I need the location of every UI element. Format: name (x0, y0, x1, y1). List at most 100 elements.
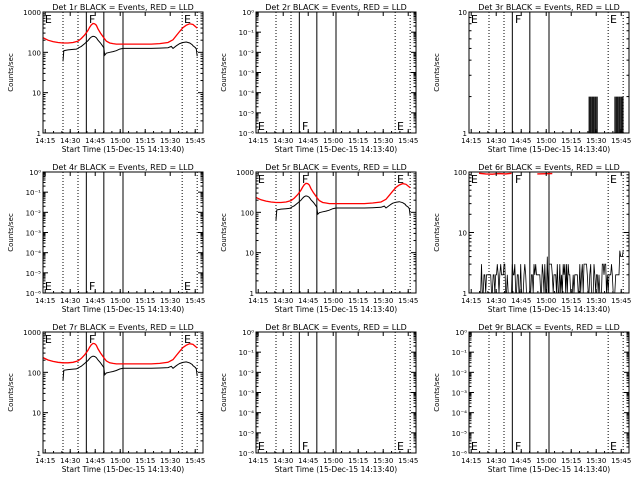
y-tick-label: 10⁻³ (239, 70, 255, 78)
interval-label: E (471, 13, 478, 26)
x-tick-label: 15:00 (323, 137, 343, 145)
x-axis-label: Start Time (15-Dec-15 14:13:40) (275, 305, 397, 314)
x-tick-label: 15:00 (323, 297, 343, 305)
x-tick-label: 14:30 (273, 297, 293, 305)
x-tick-label: 15:30 (160, 457, 180, 465)
y-tick-label: 10⁻⁵ (26, 270, 42, 278)
interval-label: E (471, 440, 478, 453)
y-axis-label: Counts/sec (7, 373, 15, 412)
x-tick-label: 15:45 (611, 297, 631, 305)
events-series (588, 96, 624, 133)
y-tick-label: 10⁻⁴ (239, 410, 255, 418)
x-tick-label: 15:15 (135, 457, 155, 465)
y-axis-label: Counts/sec (220, 53, 228, 92)
chart-title: Det 8r BLACK = Events, RED = LLD (265, 323, 407, 332)
y-tick-label: 1 (250, 290, 254, 298)
y-tick-label: 1 (463, 290, 467, 298)
interval-label: F (302, 173, 308, 186)
x-tick-label: 15:15 (561, 137, 581, 145)
x-tick-label: 14:15 (461, 137, 481, 145)
y-tick-label: 10⁻¹ (239, 29, 255, 37)
x-tick-label: 14:45 (298, 457, 318, 465)
y-axis-label: Counts/sec (220, 373, 228, 412)
interval-label: E (258, 120, 265, 133)
x-tick-label: 15:45 (185, 297, 205, 305)
x-tick-label: 15:45 (398, 297, 418, 305)
interval-label: E (258, 440, 265, 453)
chart-title: Det 9r BLACK = Events, RED = LLD (478, 323, 620, 332)
y-tick-label: 10⁻¹ (452, 349, 468, 357)
x-tick-label: 15:45 (611, 457, 631, 465)
x-tick-label: 15:00 (110, 457, 130, 465)
y-tick-label: 10 (32, 410, 41, 418)
y-axis-label: Counts/sec (433, 53, 441, 92)
x-tick-label: 14:45 (511, 457, 531, 465)
interval-label: E (184, 333, 191, 346)
interval-label: E (184, 13, 191, 26)
y-tick-label: 1000 (23, 9, 41, 17)
x-tick-label: 15:15 (561, 297, 581, 305)
y-tick-label: 1 (463, 130, 467, 138)
interval-label: F (89, 13, 95, 26)
y-tick-label: 10⁻⁶ (239, 450, 255, 458)
interval-label: F (515, 440, 521, 453)
interval-label: E (610, 440, 617, 453)
x-tick-label: 15:00 (536, 457, 556, 465)
y-tick-label: 10 (245, 250, 254, 258)
y-tick-label: 10 (458, 9, 467, 17)
interval-label: E (45, 333, 52, 346)
x-tick-label: 15:30 (586, 457, 606, 465)
y-tick-label: 10⁻⁵ (239, 430, 255, 438)
x-tick-label: 15:30 (160, 297, 180, 305)
events-series (62, 35, 198, 62)
interval-label: E (397, 173, 404, 186)
x-tick-label: 15:45 (398, 137, 418, 145)
interval-label: E (610, 173, 617, 186)
interval-label: E (397, 440, 404, 453)
y-tick-label: 10⁻³ (239, 390, 255, 398)
y-tick-label: 10⁻¹ (26, 189, 42, 197)
y-tick-label: 10⁻² (239, 369, 255, 377)
chart-title: Det 2r BLACK = Events, RED = LLD (265, 3, 407, 12)
x-tick-label: 14:15 (35, 457, 55, 465)
x-tick-label: 15:15 (348, 297, 368, 305)
x-tick-label: 15:30 (586, 297, 606, 305)
y-tick-label: 1 (37, 130, 41, 138)
chart-panel-9: Det 9r BLACK = Events, RED = LLD E F E 14:15… (433, 323, 631, 474)
y-tick-label: 100 (454, 169, 467, 177)
x-tick-label: 14:30 (486, 457, 506, 465)
plot-frame (42, 11, 204, 134)
x-tick-label: 14:15 (35, 297, 55, 305)
chart-title: Det 5r BLACK = Events, RED = LLD (265, 163, 407, 172)
y-tick-label: 10⁻³ (26, 230, 42, 238)
y-tick-label: 10⁻² (26, 209, 42, 217)
y-tick-label: 1000 (23, 329, 41, 337)
x-tick-label: 14:30 (60, 297, 80, 305)
y-tick-label: 10⁻⁴ (26, 250, 42, 258)
y-axis-label: Counts/sec (7, 213, 15, 252)
y-tick-label: 10 (458, 230, 467, 238)
x-axis-label: Start Time (15-Dec-15 14:13:40) (488, 305, 610, 314)
x-tick-label: 15:15 (561, 457, 581, 465)
x-tick-label: 14:15 (248, 297, 268, 305)
y-tick-label: 10⁻⁴ (452, 410, 468, 418)
y-axis-label: Counts/sec (433, 213, 441, 252)
x-tick-label: 15:45 (611, 137, 631, 145)
y-tick-label: 10⁻¹ (239, 349, 255, 357)
x-tick-label: 14:45 (511, 137, 531, 145)
y-tick-label: 10⁻⁵ (239, 110, 255, 118)
interval-label: E (258, 173, 265, 186)
x-axis-label: Start Time (15-Dec-15 14:13:40) (488, 465, 610, 474)
chart-title: Det 3r BLACK = Events, RED = LLD (478, 3, 620, 12)
x-axis-label: Start Time (15-Dec-15 14:13:40) (275, 145, 397, 154)
